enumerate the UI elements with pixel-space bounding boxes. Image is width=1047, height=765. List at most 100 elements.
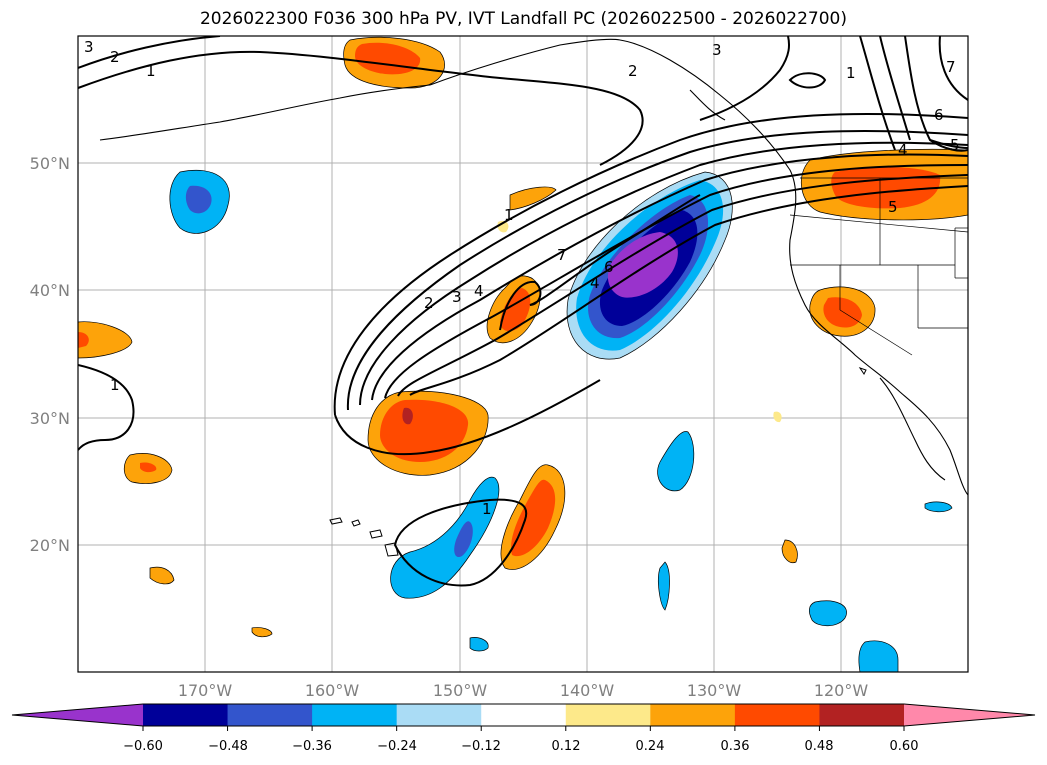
contour-outer-1b: [334, 379, 601, 456]
island-channel: [858, 367, 867, 375]
contour-label: 5: [888, 198, 898, 216]
colorbar-segment: [312, 704, 398, 726]
contour-label: 3: [84, 38, 94, 56]
positive-anomaly-california-core: [823, 297, 862, 328]
latitude-labels: 50°N 40°N 30°N 20°N: [30, 154, 70, 555]
positive-anomaly-small-5: [773, 411, 782, 423]
contour-label: 4: [898, 141, 908, 159]
negative-anomaly-small-3: [808, 600, 847, 627]
positive-anomaly-subtropical-core: [380, 399, 469, 462]
positive-anomaly-west-edge: [78, 321, 133, 359]
lon-label: 130°W: [687, 681, 742, 700]
negative-anomaly-aleutian-core: [185, 185, 212, 214]
contour-label: 4: [590, 274, 600, 292]
lon-label: 140°W: [560, 681, 615, 700]
contour-label: 1: [482, 500, 492, 518]
colorbar-high-extend: [904, 704, 1035, 726]
islands: [329, 367, 867, 557]
coast-alaska: [429, 38, 621, 86]
colorbar-tick-label: 0.36: [721, 739, 750, 754]
contour-label: 2: [628, 62, 638, 80]
contour-west-1: [78, 364, 135, 451]
positive-anomaly-west-edge-core: [78, 332, 89, 348]
contour-north-6: [938, 36, 968, 101]
colorbar-tick-label: −0.36: [292, 739, 332, 754]
colorbar-tick-labels: −0.60 −0.48 −0.36 −0.24 −0.12 0.12 0.24 …: [123, 739, 918, 754]
political-borders: [789, 177, 968, 356]
contour-label: 5: [950, 136, 960, 154]
colorbar-tick-label: 0.24: [636, 739, 665, 754]
contour-outer-1: [333, 112, 968, 416]
contour-label: 2: [110, 48, 120, 66]
contour-label: 1: [504, 206, 514, 224]
lon-label: 160°W: [305, 681, 360, 700]
coast-aleutians: [99, 84, 431, 141]
colorbar-segment: [819, 704, 905, 726]
contour-labels: 3 2 1 1 2 3 4 5 6 7 2 3 4 7 6 1 1 1 4 5: [84, 38, 960, 518]
positive-anomaly-subtropical-peak: [402, 407, 413, 425]
colorbar-tick-label: 0.48: [805, 739, 834, 754]
positive-anomaly-small-2: [149, 566, 175, 585]
colorbar-tick-label: 0.60: [890, 739, 919, 754]
map-content: 3 2 1 1 2 3 4 5 6 7 2 3 4 7 6 1 1 1 4 5: [78, 36, 968, 672]
longitude-labels: 170°W 160°W 150°W 140°W 130°W 120°W: [178, 681, 869, 700]
coast-north-america: [619, 39, 968, 496]
positive-anomaly-south-core: [511, 479, 556, 557]
map-title: 2026022300 F036 300 hPa PV, IVT Landfall…: [199, 9, 847, 29]
island-hawaii-1: [329, 517, 343, 525]
contour-north-5: [904, 36, 968, 152]
contour-hawaii: [393, 498, 528, 587]
positive-anomaly-small-4: [781, 539, 798, 564]
positive-anomaly-small-7: [509, 186, 557, 211]
colorbar-tick-label: 0.12: [552, 739, 581, 754]
negative-anomaly-small-5: [469, 637, 489, 652]
negative-anomaly-small-1: [657, 431, 695, 492]
contour-label: 4: [474, 282, 484, 300]
colorbar: −0.60 −0.48 −0.36 −0.24 −0.12 0.12 0.24 …: [11, 703, 1036, 754]
lat-label: 40°N: [30, 281, 70, 300]
contour-label: 7: [946, 58, 956, 76]
negative-anomaly-small-2: [658, 561, 670, 611]
positive-anomaly-small-1-core: [140, 462, 157, 473]
lat-label: 50°N: [30, 154, 70, 173]
coast-baja: [879, 377, 946, 481]
contour-north-3: [859, 36, 896, 151]
colorbar-segment: [481, 704, 567, 726]
contour-6: [397, 174, 968, 397]
colorbar-segment: [143, 704, 229, 726]
contour-inner-loop: [499, 194, 701, 331]
colorbar-tick-label: −0.12: [461, 739, 501, 754]
lon-label: 150°W: [433, 681, 488, 700]
coastlines: [99, 38, 968, 496]
positive-anomaly-small-3: [251, 627, 273, 638]
lat-label: 20°N: [30, 536, 70, 555]
colorbar-segment: [396, 704, 482, 726]
island-hawaii-3: [369, 529, 383, 539]
negative-anomaly-hawaii-core: [454, 521, 473, 558]
colorbar-segment: [565, 704, 651, 726]
contour-east-2: [929, 139, 968, 149]
contour-label: 3: [712, 41, 722, 59]
lat-label: 30°N: [30, 409, 70, 428]
negative-anomaly-hawaii: [390, 476, 500, 599]
contour-north-loop: [788, 72, 827, 89]
contour-label: 2: [424, 294, 434, 312]
island-hawaii-2: [351, 519, 361, 527]
colorbar-tick-label: −0.48: [208, 739, 248, 754]
colorbar-tick-label: −0.24: [377, 739, 417, 754]
colorbar-segment: [650, 704, 736, 726]
contour-label: 7: [557, 246, 567, 264]
contour-7: [409, 185, 968, 396]
coast-inner: [689, 89, 726, 121]
contour-label: 6: [934, 106, 944, 124]
lon-label: 120°W: [814, 681, 869, 700]
island-hawaii-4: [384, 542, 399, 557]
contour-4: [371, 153, 968, 401]
lon-label: 170°W: [178, 681, 233, 700]
negative-anomaly-main-peak: [607, 232, 678, 298]
contour-north-2: [78, 36, 221, 69]
negative-anomaly-small-6: [924, 501, 953, 513]
colorbar-segment: [227, 704, 313, 726]
contour-label: 1: [846, 64, 856, 82]
